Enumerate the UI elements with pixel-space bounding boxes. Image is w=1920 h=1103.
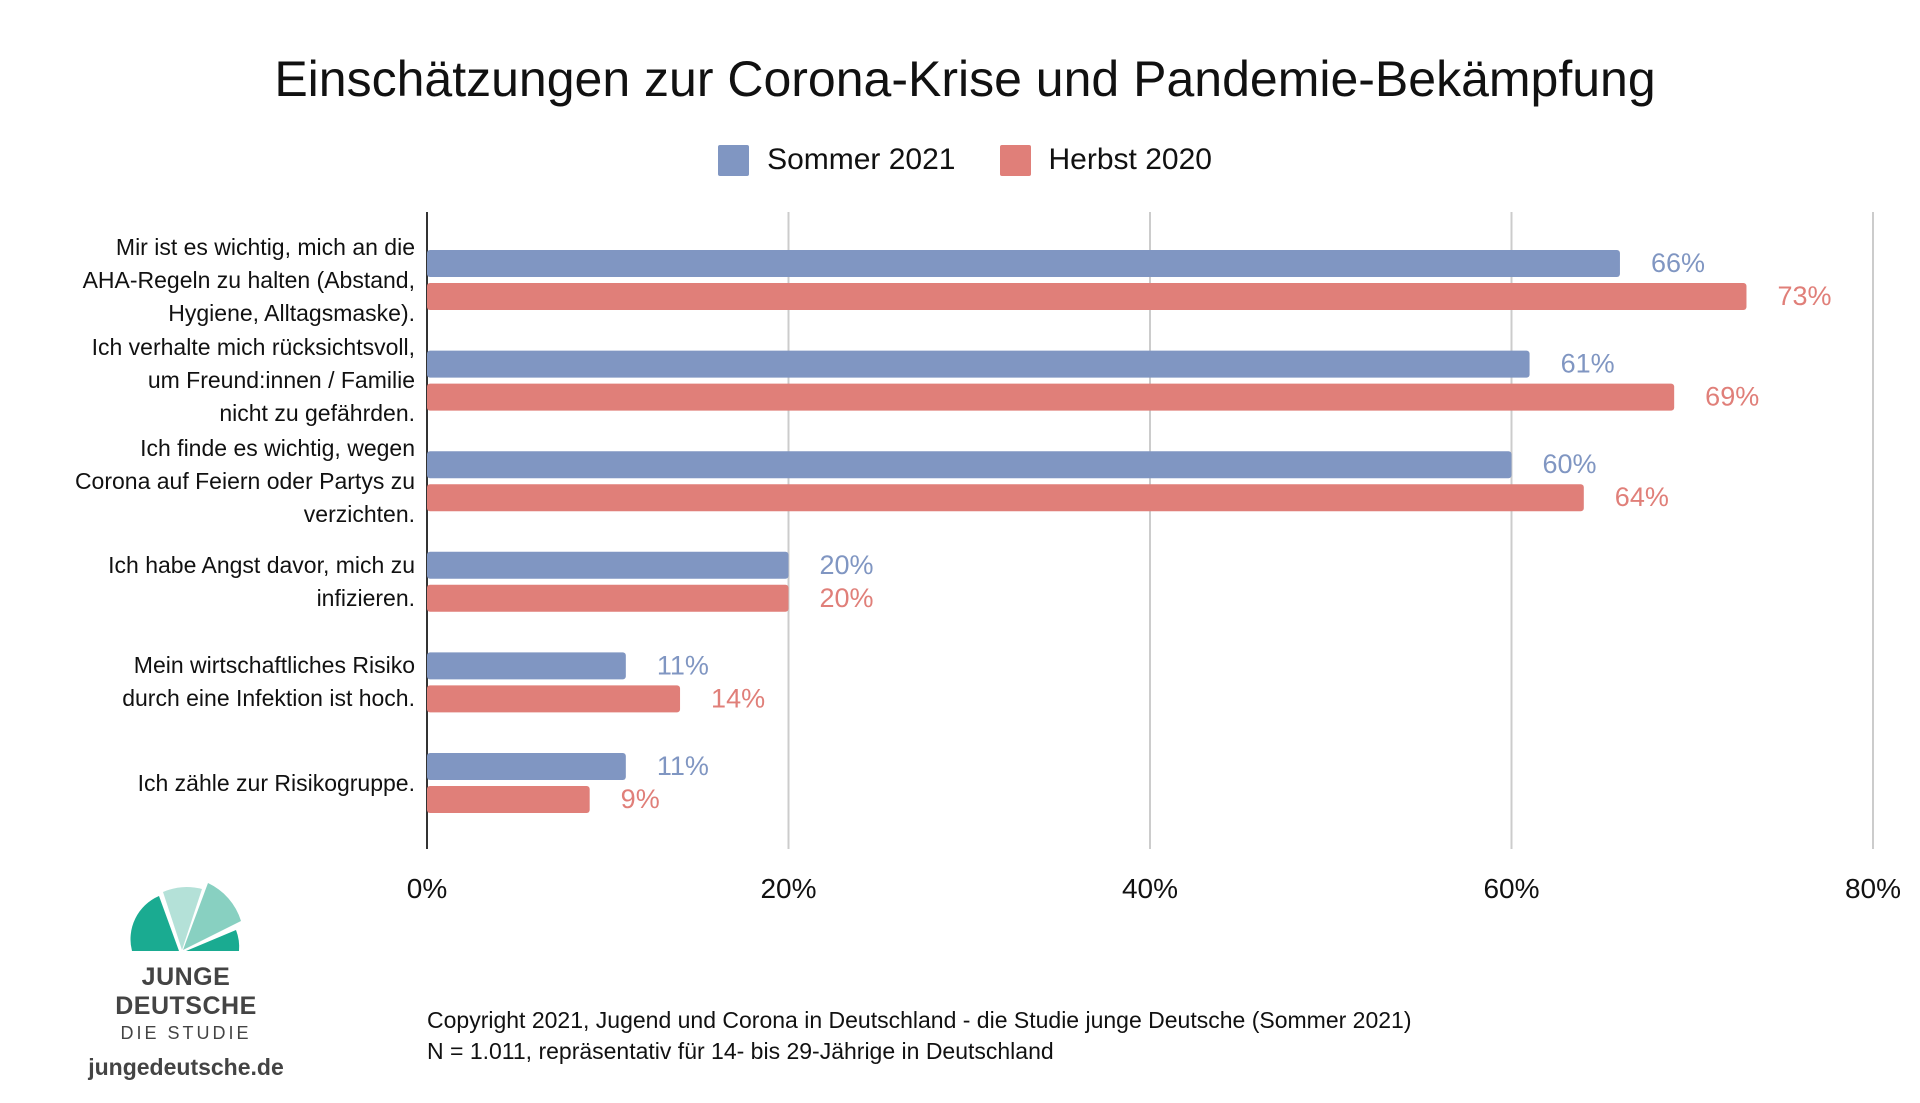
footer-line-1: Copyright 2021, Jugend und Corona in Deu…	[427, 1007, 1412, 1033]
category-label-line: nicht zu gefährden.	[219, 400, 415, 427]
category-label-line: Hygiene, Alltagsmaske).	[168, 299, 415, 326]
logo-brand: JUNGE DEUTSCHE	[115, 963, 257, 1020]
x-tick-label: 60%	[1483, 873, 1539, 904]
bar-herbst-2020	[427, 786, 590, 813]
logo: JUNGE DEUTSCHE DIE STUDIE jungedeutsche.…	[86, 878, 286, 1081]
legend-item-sommer-2021: Sommer 2021	[718, 143, 956, 177]
bar-sommer-2021	[427, 250, 1620, 277]
bar-sommer-2021	[427, 551, 789, 579]
bar-herbst-2020	[427, 484, 1584, 512]
legend-item-herbst-2020: Herbst 2020	[999, 143, 1212, 177]
legend-label: Sommer 2021	[767, 143, 956, 176]
category-label: Ich zähle zur Risikogruppe.	[15, 767, 415, 800]
bar-herbst-2020	[427, 685, 681, 713]
chart-title: Einschätzungen zur Corona-Krise und Pand…	[274, 51, 1656, 107]
bar-sommer-2021	[427, 753, 626, 780]
category-label-line: AHA-Regeln zu halten (Abstand,	[82, 266, 415, 293]
bar-sommer-2021	[427, 652, 626, 680]
category-label-line: Mir ist es wichtig, mich an die	[115, 233, 415, 260]
logo-subtitle: DIE STUDIE	[120, 1023, 252, 1043]
data-label: 11%	[657, 751, 709, 781]
data-label: 14%	[711, 683, 765, 713]
legend-swatch	[999, 144, 1031, 176]
category-label: Ich verhalte mich rücksichtsvoll, um Freu…	[15, 331, 415, 430]
category-label-line: um Freund:innen / Familie	[147, 367, 415, 394]
category-label-line: Ich verhalte mich rücksichtsvoll,	[91, 334, 415, 361]
data-label: 60%	[1543, 449, 1597, 479]
bar-herbst-2020	[427, 584, 789, 612]
data-label: 11%	[657, 650, 709, 680]
data-label: 69%	[1705, 382, 1759, 412]
logo-fan-icon	[130, 883, 241, 951]
data-label: 73%	[1777, 281, 1831, 311]
category-label: Mir ist es wichtig, mich an die AHA-Regel…	[15, 231, 415, 330]
category-label: Mein wirtschaftliches Risiko durch eine I…	[15, 649, 415, 715]
bar-herbst-2020	[427, 383, 1675, 411]
category-label-line: Ich zähle zur Risikogruppe.	[137, 769, 415, 796]
category-label: Ich finde es wichtig, wegen Corona auf Fe…	[15, 432, 415, 531]
category-label: Ich habe Angst davor, mich zu infizieren.	[15, 549, 415, 615]
logo-url: jungedeutsche.de	[88, 1054, 284, 1080]
category-label-line: Ich finde es wichtig, wegen	[140, 434, 415, 461]
legend-label: Herbst 2020	[1048, 143, 1212, 176]
x-tick-label: 20%	[760, 873, 816, 904]
data-label: 66%	[1651, 248, 1705, 278]
data-label: 9%	[621, 784, 660, 814]
bar-herbst-2020	[427, 283, 1747, 310]
data-label: 20%	[820, 583, 874, 613]
footer-note: Copyright 2021, Jugend und Corona in Deu…	[427, 1005, 1412, 1067]
data-label: 20%	[820, 550, 874, 580]
bar-sommer-2021	[427, 350, 1530, 378]
x-tick-label: 40%	[1122, 873, 1178, 904]
bar-sommer-2021	[427, 451, 1512, 479]
footer-line-2: N = 1.011, repräsentativ für 14- bis 29-…	[427, 1038, 1054, 1064]
category-label-line: infizieren.	[316, 584, 415, 611]
category-label-line: durch eine Infektion ist hoch.	[122, 685, 415, 712]
x-tick-label: 0%	[407, 873, 447, 904]
category-label-line: Corona auf Feiern oder Partys zu	[74, 467, 415, 494]
category-label-line: Ich habe Angst davor, mich zu	[108, 551, 415, 578]
data-label: 64%	[1615, 482, 1669, 512]
legend: Sommer 2021 Herbst 2020	[0, 143, 1920, 177]
data-label: 61%	[1561, 349, 1615, 379]
x-tick-label: 80%	[1845, 873, 1901, 904]
legend-swatch	[718, 144, 750, 176]
category-label-line: verzichten.	[303, 500, 415, 527]
category-label-line: Mein wirtschaftliches Risiko	[133, 652, 415, 679]
